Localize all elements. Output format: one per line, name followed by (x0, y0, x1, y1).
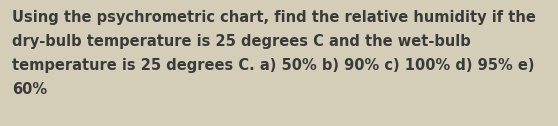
Text: Using the psychrometric chart, find the relative humidity if the: Using the psychrometric chart, find the … (12, 10, 536, 25)
Text: 60%: 60% (12, 82, 47, 97)
Text: dry-bulb temperature is 25 degrees C and the wet-bulb: dry-bulb temperature is 25 degrees C and… (12, 34, 471, 49)
Text: temperature is 25 degrees C. a) 50% b) 90% c) 100% d) 95% e): temperature is 25 degrees C. a) 50% b) 9… (12, 58, 535, 73)
